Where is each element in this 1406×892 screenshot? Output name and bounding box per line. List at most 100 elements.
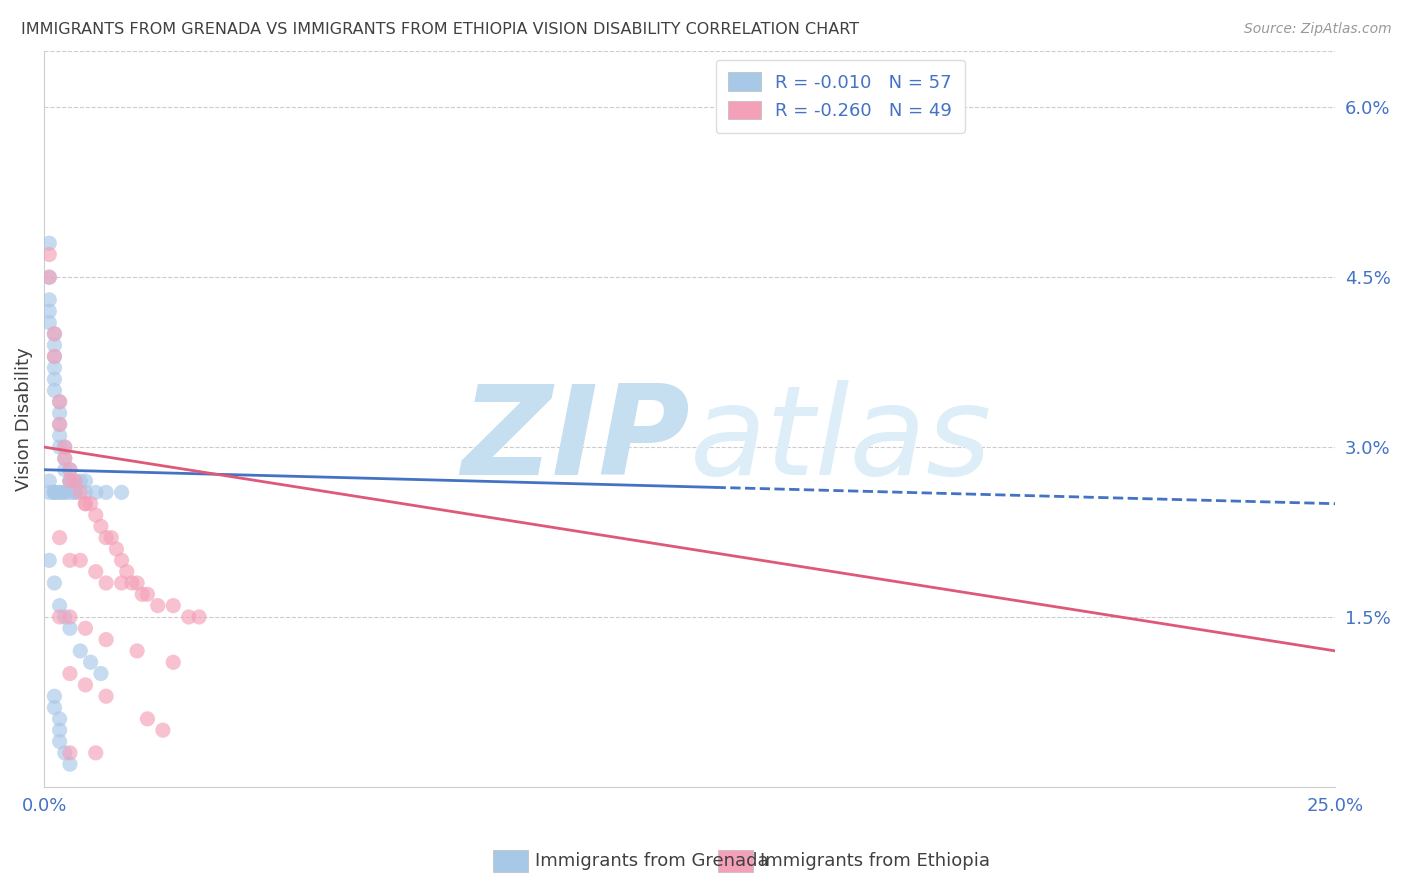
Point <box>59 621 82 635</box>
Text: atlas: atlas <box>690 380 991 501</box>
Point <box>48 417 70 432</box>
Point <box>84 746 107 760</box>
Point <box>59 474 82 488</box>
Point <box>38 316 60 330</box>
Point <box>90 519 112 533</box>
Point <box>53 485 76 500</box>
Point <box>53 463 76 477</box>
Point <box>53 451 76 466</box>
Point <box>38 270 60 285</box>
Point <box>44 350 66 364</box>
Point <box>48 599 70 613</box>
Point <box>38 270 60 285</box>
Point <box>38 304 60 318</box>
Text: IMMIGRANTS FROM GRENADA VS IMMIGRANTS FROM ETHIOPIA VISION DISABILITY CORRELATIO: IMMIGRANTS FROM GRENADA VS IMMIGRANTS FR… <box>21 22 859 37</box>
Point <box>48 712 70 726</box>
Point <box>162 599 184 613</box>
Point <box>94 632 117 647</box>
Point <box>152 723 174 738</box>
Point <box>44 700 66 714</box>
Text: ZIP: ZIP <box>461 380 690 501</box>
Point <box>48 440 70 454</box>
Point <box>38 474 60 488</box>
Point <box>94 576 117 591</box>
Point <box>53 610 76 624</box>
Point <box>44 485 66 500</box>
Point <box>59 463 82 477</box>
Point <box>75 497 97 511</box>
Point <box>53 485 76 500</box>
Point <box>44 350 66 364</box>
Point <box>75 485 97 500</box>
Point <box>75 474 97 488</box>
Point <box>84 508 107 522</box>
Text: Immigrants from Grenada: Immigrants from Grenada <box>536 852 769 870</box>
Point <box>94 690 117 704</box>
Point <box>53 746 76 760</box>
Point <box>44 360 66 375</box>
Point <box>38 293 60 307</box>
Point <box>136 712 159 726</box>
Point <box>63 485 86 500</box>
Point <box>59 474 82 488</box>
Point <box>38 247 60 261</box>
Point <box>44 338 66 352</box>
Point <box>125 644 148 658</box>
Point <box>75 621 97 635</box>
Point <box>44 576 66 591</box>
Point <box>48 394 70 409</box>
Point <box>44 485 66 500</box>
Point <box>94 531 117 545</box>
Point <box>44 690 66 704</box>
Point <box>48 734 70 748</box>
Point <box>48 485 70 500</box>
Point <box>110 485 132 500</box>
Point <box>44 326 66 341</box>
Point <box>79 655 101 669</box>
Point <box>79 497 101 511</box>
Point <box>63 474 86 488</box>
Point <box>38 485 60 500</box>
Text: Immigrants from Ethiopia: Immigrants from Ethiopia <box>761 852 990 870</box>
Point <box>59 463 82 477</box>
Y-axis label: Vision Disability: Vision Disability <box>15 347 32 491</box>
Point <box>75 678 97 692</box>
Point <box>48 531 70 545</box>
Legend: R = -0.010   N = 57, R = -0.260   N = 49: R = -0.010 N = 57, R = -0.260 N = 49 <box>716 60 965 133</box>
Point <box>48 394 70 409</box>
Point <box>90 666 112 681</box>
Point <box>44 326 66 341</box>
Point <box>136 587 159 601</box>
Point <box>69 474 91 488</box>
Point <box>59 757 82 772</box>
Point <box>53 440 76 454</box>
Point <box>162 655 184 669</box>
Point <box>115 565 138 579</box>
Point <box>177 610 200 624</box>
Point <box>69 644 91 658</box>
Point <box>48 610 70 624</box>
Point <box>48 417 70 432</box>
Point <box>63 485 86 500</box>
Point <box>110 576 132 591</box>
Text: Source: ZipAtlas.com: Source: ZipAtlas.com <box>1244 22 1392 37</box>
Point <box>53 451 76 466</box>
Point <box>48 723 70 738</box>
Point <box>63 474 86 488</box>
Point <box>75 497 97 511</box>
Point <box>48 429 70 443</box>
Point <box>121 576 143 591</box>
Point <box>48 406 70 420</box>
Point <box>105 541 128 556</box>
Point <box>59 474 82 488</box>
Point <box>100 531 122 545</box>
Point <box>44 372 66 386</box>
Point <box>188 610 211 624</box>
Point <box>59 553 82 567</box>
Point <box>69 553 91 567</box>
Point <box>44 384 66 398</box>
Point <box>146 599 169 613</box>
Point <box>38 236 60 251</box>
Point <box>48 485 70 500</box>
Point <box>44 485 66 500</box>
